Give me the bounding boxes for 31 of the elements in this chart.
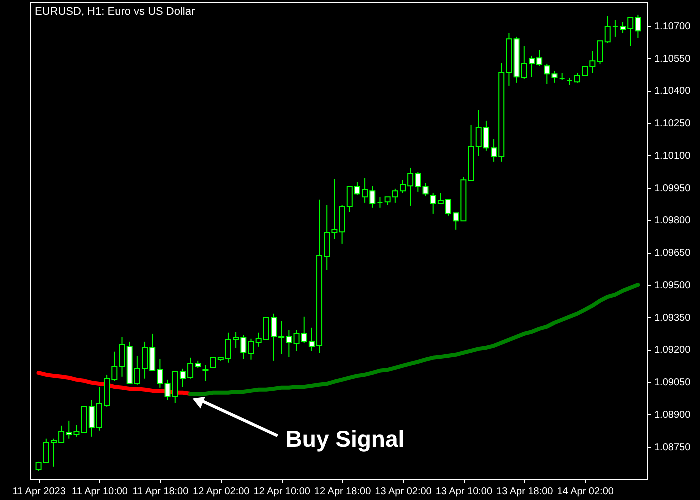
y-tick-label: 1.10100 (654, 150, 692, 162)
x-tick-label: 13 Apr 10:00 (436, 486, 493, 498)
x-tick-label: 12 Apr 10:00 (254, 486, 311, 498)
y-tick-label: 1.08900 (654, 410, 692, 421)
x-tick-label: 13 Apr 02:00 (375, 486, 432, 498)
y-tick-label: 1.09650 (654, 248, 692, 260)
x-tick-label: 14 Apr 02:00 (557, 486, 614, 498)
y-tick-label: 1.10700 (654, 21, 692, 32)
candlestick (202, 364, 209, 382)
y-tick-label: 1.09200 (654, 345, 692, 356)
candlestick (422, 182, 429, 197)
x-tick-label: 12 Apr 02:00 (193, 486, 250, 498)
annotation: Buy Signal (286, 426, 405, 452)
x-tick-label: 13 Apr 18:00 (496, 486, 554, 498)
x-tick-label: 11 Apr 2023 (12, 486, 66, 498)
y-tick-label: 1.10250 (654, 118, 692, 130)
chart-title: EURUSD, H1: Euro vs US Dollar (35, 6, 196, 18)
y-tick-label: 1.09950 (654, 183, 692, 194)
x-tick-label: 11 Apr 18:00 (132, 486, 190, 498)
candlestick (377, 196, 384, 208)
x-tick-label: 12 Apr 18:00 (314, 486, 372, 498)
y-tick-label: 1.09800 (654, 216, 692, 227)
x-tick-label: 11 Apr 10:00 (72, 486, 128, 498)
y-tick-label: 1.09050 (654, 378, 692, 389)
candlestick (612, 20, 618, 38)
y-tick-label: 1.09350 (654, 312, 692, 324)
line-series (188, 282, 640, 396)
y-tick-label: 1.08750 (654, 442, 692, 454)
y-tick-label: 1.10550 (654, 54, 692, 65)
y-tick-label: 1.09500 (654, 280, 692, 292)
y-tick-label: 1.10400 (654, 86, 692, 98)
